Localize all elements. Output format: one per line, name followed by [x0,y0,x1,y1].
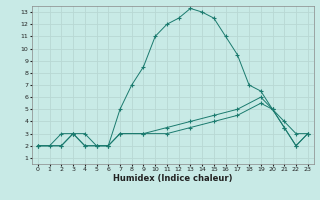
X-axis label: Humidex (Indice chaleur): Humidex (Indice chaleur) [113,174,233,183]
